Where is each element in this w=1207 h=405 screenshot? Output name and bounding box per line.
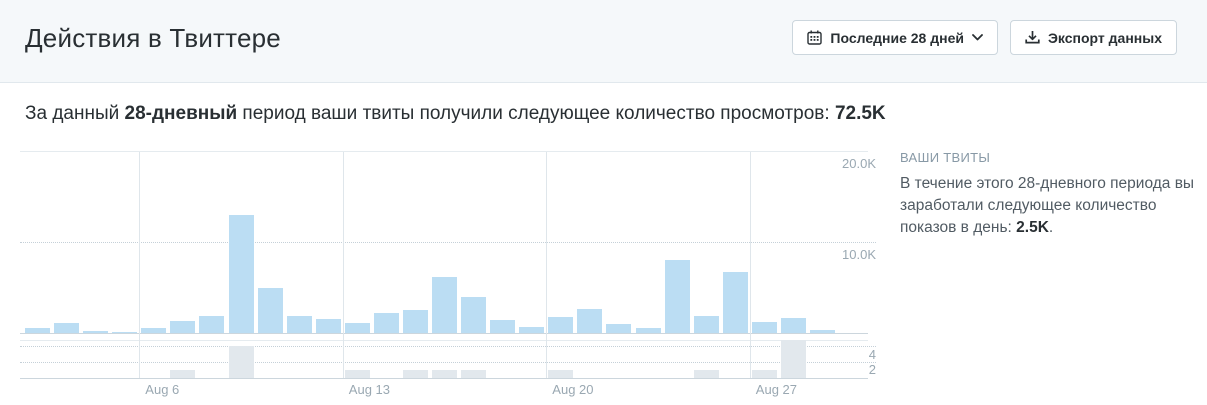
impressions-bar[interactable]: [112, 331, 138, 333]
impressions-bar[interactable]: [722, 272, 748, 333]
impressions-baseline: [20, 333, 868, 334]
x-axis-label: Aug 27: [755, 382, 797, 397]
tweets-bar[interactable]: [780, 340, 806, 378]
impressions-bar[interactable]: [606, 323, 632, 333]
side-panel-heading: ВАШИ ТВИТЫ: [900, 150, 991, 165]
tweets-gridline-2: [20, 362, 876, 363]
impressions-bar[interactable]: [461, 296, 487, 333]
export-data-button[interactable]: Экспорт данных: [1009, 20, 1177, 55]
impressions-bar[interactable]: [519, 327, 545, 333]
summary-impressions-total: 72.5K: [834, 103, 886, 124]
x-axis-label: Aug 13: [348, 382, 390, 397]
impressions-bar[interactable]: [577, 309, 603, 333]
tweet-activity-chart: Aug 6 Aug 13 Aug 20 Aug 27 20.0K 10.0K 4 2: [20, 151, 876, 405]
impressions-bar[interactable]: [54, 323, 80, 333]
tweets-axis-label: 4: [868, 347, 876, 362]
tweets-top-border: [20, 340, 868, 341]
tweets-bar[interactable]: [170, 370, 196, 378]
summary-period: 28-дневный: [124, 103, 238, 124]
impressions-bar[interactable]: [170, 320, 196, 333]
impressions-bar[interactable]: [141, 328, 167, 333]
page-title: Действия в Твиттере: [25, 23, 281, 53]
week-gridline: [139, 152, 141, 378]
week-gridline: [749, 152, 751, 378]
export-data-label: Экспорт данных: [1047, 29, 1162, 46]
tweets-bar[interactable]: [228, 346, 254, 378]
daily-impressions-value: 2.5K: [1016, 219, 1049, 236]
impressions-bar[interactable]: [751, 321, 777, 333]
week-gridline: [546, 152, 548, 378]
week-gridline: [342, 152, 344, 378]
impressions-bar[interactable]: [780, 317, 806, 333]
impressions-bar[interactable]: [228, 214, 254, 333]
tweets-axis-label: 2: [868, 362, 876, 377]
impressions-bar[interactable]: [809, 329, 835, 333]
tweets-bar[interactable]: [344, 370, 370, 378]
tweets-bar[interactable]: [548, 370, 574, 378]
impressions-bar[interactable]: [315, 319, 341, 333]
impressions-bar[interactable]: [344, 323, 370, 333]
impressions-bar[interactable]: [25, 328, 50, 333]
impressions-bar[interactable]: [257, 287, 283, 333]
side-panel-text: В течение этого 28-дневного периода вы з…: [900, 175, 1195, 236]
date-range-button[interactable]: Последние 28 дней: [792, 20, 998, 55]
impressions-bar[interactable]: [373, 313, 399, 333]
impressions-bar[interactable]: [402, 310, 428, 334]
date-range-label: Последние 28 дней: [830, 29, 964, 46]
side-panel: ВАШИ ТВИТЫ В течение этого 28-дневного п…: [900, 150, 1195, 239]
tweets-bar[interactable]: [751, 370, 777, 378]
page-header: Действия в Твиттере Последние 28 дней: [0, 0, 1207, 83]
impressions-bar[interactable]: [83, 330, 109, 333]
tweets-baseline: [20, 378, 868, 379]
chart-top-border: [20, 151, 868, 152]
chevron-down-icon: [972, 34, 983, 41]
download-icon: [1025, 30, 1040, 45]
impressions-bar[interactable]: [199, 316, 225, 333]
impressions-gridline-10k: [20, 242, 876, 243]
impressions-bar[interactable]: [664, 260, 690, 333]
tweets-bar[interactable]: [693, 370, 719, 378]
impressions-bar[interactable]: [548, 316, 574, 333]
header-actions: Последние 28 дней Экспорт данных: [792, 20, 1177, 55]
impressions-bar[interactable]: [286, 315, 312, 333]
impressions-bar[interactable]: [432, 276, 457, 333]
impressions-bar[interactable]: [635, 328, 661, 333]
tweets-bar[interactable]: [402, 370, 428, 378]
calendar-icon: [807, 30, 823, 45]
tweets-bar[interactable]: [461, 370, 487, 378]
x-axis-label: Aug 6: [145, 382, 180, 397]
tweets-bar[interactable]: [432, 370, 457, 378]
summary-text: За данный 28-дневный период ваши твиты п…: [25, 103, 886, 124]
impressions-bar[interactable]: [490, 320, 516, 333]
impressions-axis-label: 20.0K: [842, 156, 876, 171]
impressions-axis-label: 10.0K: [842, 247, 876, 262]
tweets-gridline-4: [20, 346, 876, 347]
x-axis-label: Aug 20: [552, 382, 594, 397]
impressions-bar[interactable]: [693, 315, 719, 333]
